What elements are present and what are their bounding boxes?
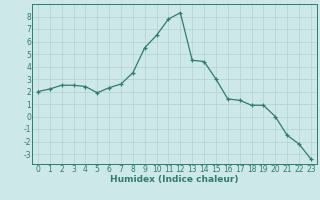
X-axis label: Humidex (Indice chaleur): Humidex (Indice chaleur) <box>110 175 239 184</box>
